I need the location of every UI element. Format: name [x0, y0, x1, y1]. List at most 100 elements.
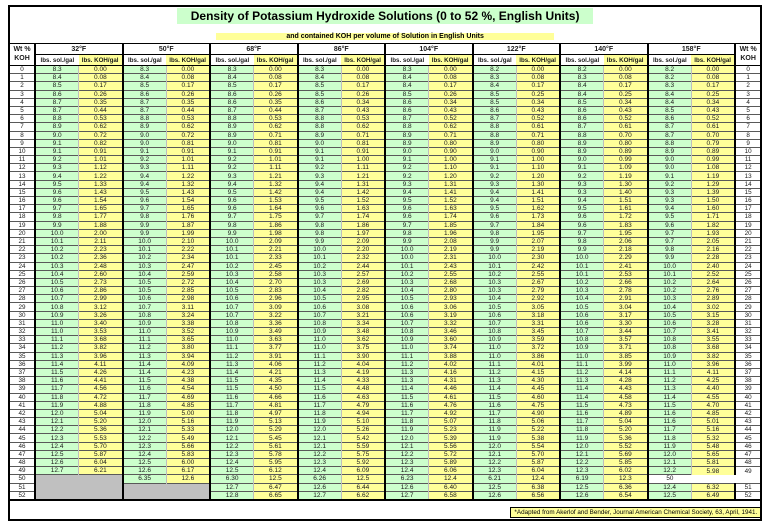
koh-per-gal-cell: 0.91 [165, 146, 210, 156]
sol-per-gal-cell: 9.2 [296, 163, 342, 172]
koh-per-gal-cell: 2.07 [515, 236, 560, 246]
wt-percent-cell: 31 [9, 318, 35, 328]
koh-per-gal-cell: 1.11 [165, 163, 210, 172]
wt-percent-cell: 7 [733, 122, 762, 131]
koh-per-gal-cell: 4.38 [165, 376, 210, 385]
sol-per-gal-cell: 10.0 [296, 245, 342, 254]
sol-per-gal-cell: 12.4 [296, 466, 342, 475]
koh-per-gal-cell: 1.21 [340, 171, 385, 181]
sol-per-gal-cell: 12.1 [646, 457, 692, 467]
sol-per-gal-cell: 9.7 [209, 212, 254, 222]
koh-per-gal-cell: 2.23 [78, 245, 123, 254]
table-row: 23 10.2 2.36 10.2 2.34 10.1 2.33 10.1 2.32 10.0 2.… [9, 253, 762, 262]
sol-per-gal-cell: 12.2 [559, 457, 604, 467]
sol-per-gal-cell: 10.5 [121, 286, 167, 295]
koh-per-gal-cell: 1.30 [515, 179, 560, 189]
sol-per-gal-cell: 9.7 [296, 212, 342, 222]
koh-per-gal-cell: 4.94 [340, 408, 385, 418]
sol-per-gal-cell: 12.4 [646, 482, 692, 492]
koh-per-gal-cell: 12.3 [603, 474, 648, 484]
sol-per-gal-cell: 9.3 [34, 163, 79, 172]
koh-per-gal-cell: 0.72 [165, 130, 210, 140]
table-row: 20 10.0 2.00 9.9 1.99 9.9 1.98 9.8 1.97 9.8 1.96 9.… [9, 228, 762, 238]
koh-per-gal-cell: 2.19 [428, 245, 473, 254]
koh-per-gal-cell: 1.95 [603, 228, 648, 238]
sol-per-gal-cell: 12.1 [34, 417, 79, 426]
sol-per-gal-cell: 10.6 [471, 310, 517, 320]
sol-per-gal-cell: 11.9 [646, 441, 692, 451]
koh-per-gal-cell: 0.00 [690, 64, 735, 74]
sol-per-gal-cell: 11.6 [646, 417, 692, 426]
koh-per-gal-cell: 6.17 [165, 466, 210, 475]
sol-per-gal-cell: 8.9 [209, 130, 254, 140]
sol-per-gal-cell: 8.6 [121, 89, 167, 99]
koh-per-gal-cell: 3.88 [428, 351, 473, 361]
sol-per-gal-cell: 8.3 [559, 73, 604, 82]
sol-per-gal-cell: 9.1 [34, 138, 79, 148]
koh-per-gal-cell: 0.62 [165, 122, 210, 131]
title-cell: Density of Potassium Hydroxide Solutions… [9, 6, 762, 25]
sol-per-gal-cell: 12.0 [471, 441, 517, 451]
koh-per-gal-cell: 0.80 [515, 138, 560, 148]
sol-per-gal-cell: 12.0 [209, 425, 254, 434]
sol-per-gal-cell: 8.8 [384, 122, 429, 131]
koh-per-gal-cell: 0.61 [603, 122, 648, 131]
wt-percent-cell: 42 [9, 408, 35, 418]
wt-percent-cell: 43 [9, 417, 35, 426]
wt-percent-cell: 32 [733, 326, 762, 336]
sol-per-gal-cell: 9.6 [646, 220, 692, 230]
sol-per-gal-cell: 10.1 [34, 236, 79, 246]
sol-per-gal-cell: 12.8 [209, 490, 254, 500]
koh-per-gal-cell: 3.99 [603, 359, 648, 369]
sol-per-gal-cell: 8.8 [471, 130, 517, 140]
sol-per-gal-cell: 10.5 [121, 277, 167, 287]
koh-per-gal-cell: 0.44 [253, 105, 298, 115]
koh-per-gal-cell: 5.36 [603, 433, 648, 443]
koh-per-gal-cell: 0.17 [515, 81, 560, 91]
sol-per-gal-cell: 9.0 [646, 163, 692, 172]
koh-per-gal-cell: 0.70 [690, 130, 735, 140]
table-row: 28 10.7 2.99 10.6 2.98 10.6 2.96 10.5 2.95 10.5 2.… [9, 294, 762, 303]
sol-per-gal-cell: 12.2 [646, 466, 692, 475]
koh-per-gal-cell: 0.35 [253, 97, 298, 107]
wt-percent-cell: 51 [9, 482, 35, 492]
sol-per-gal-cell: 11.4 [209, 367, 254, 377]
koh-per-gal-cell: 0.53 [78, 114, 123, 123]
koh-per-gal-cell: 0.34 [603, 97, 648, 107]
wt-percent-cell: 18 [733, 212, 762, 222]
sol-per-gal-cell: 9.9 [384, 236, 429, 246]
sol-per-gal-cell: 9.7 [121, 204, 167, 213]
koh-per-gal-cell: 0.00 [78, 64, 123, 74]
sol-per-gal-cell: 6.21 [471, 474, 517, 484]
koh-per-gal-cell: 2.28 [690, 253, 735, 262]
sol-per-gal-cell: 12.1 [296, 433, 342, 443]
koh-per-gal-cell: 4.76 [428, 400, 473, 410]
koh-per-gal-cell: 6.49 [690, 490, 735, 500]
sol-per-gal-cell: 9.4 [646, 204, 692, 213]
koh-per-gal-cell: 6.32 [690, 482, 735, 492]
sol-per-gal-cell: 12.1 [384, 441, 429, 451]
koh-per-gal-cell: 3.63 [253, 335, 298, 344]
sol-per-gal-cell: 10.1 [646, 269, 692, 279]
sol-per-gal-cell: 11.2 [121, 343, 167, 353]
koh-per-gal-cell: 6.12 [253, 466, 298, 475]
koh-per-gal-cell: 4.28 [603, 376, 648, 385]
sol-per-gal-cell: 10.0 [34, 228, 79, 238]
sol-per-gal-cell: 9.1 [471, 155, 517, 164]
koh-per-gal-cell: 5.13 [253, 417, 298, 426]
sol-per-gal-cell: 12.4 [121, 449, 167, 459]
koh-per-gal-cell: 4.30 [515, 376, 560, 385]
koh-per-gal-cell: 3.52 [165, 326, 210, 336]
wt-percent-cell: 37 [733, 367, 762, 377]
koh-per-gal-cell: 0.17 [690, 81, 735, 91]
sol-per-gal-cell: 6.19 [559, 474, 604, 484]
sol-per-gal-cell: 8.8 [471, 122, 517, 131]
sol-per-gal-cell: 8.7 [121, 97, 167, 107]
sol-per-gal-cell: 9.4 [121, 179, 167, 189]
wt-percent-cell: 36 [9, 359, 35, 369]
sol-per-gal-cell: 11.7 [646, 425, 692, 434]
koh-per-gal-cell: 6.38 [515, 482, 560, 492]
sol-per-gal-cell: 8.4 [121, 73, 167, 82]
sol-per-gal-cell: 8.3 [296, 64, 342, 74]
wt-percent-cell: 13 [733, 171, 762, 181]
